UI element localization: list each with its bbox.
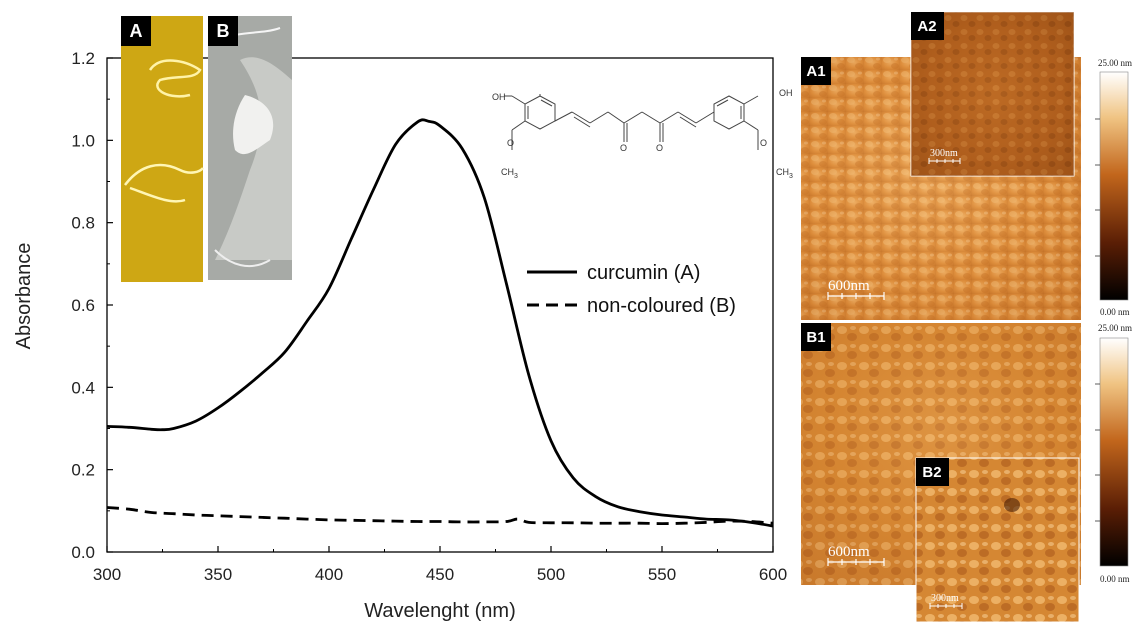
oh-left: OH bbox=[492, 92, 506, 102]
afm-a2-scalebar bbox=[928, 158, 961, 164]
afm-b2: B2 300nm bbox=[915, 457, 1080, 623]
o-keto-1: O bbox=[620, 143, 627, 153]
colorbar-top: 25.00 nm 0.00 nm bbox=[1095, 58, 1132, 317]
y-axis-ticks: 0.0 0.2 0.4 0.6 0.8 1.0 1.2 bbox=[71, 49, 113, 562]
ch3-left: CH3 bbox=[501, 167, 518, 180]
x-tick-label: 350 bbox=[204, 565, 232, 584]
y-axis-title: Absorbance bbox=[13, 243, 35, 350]
x-tick-label: 450 bbox=[426, 565, 454, 584]
structure-labels: OH O CH3 O O OH O CH3 bbox=[492, 88, 793, 180]
afm-a2-scale-label: 300nm bbox=[930, 148, 958, 159]
colorbar-bottom-max: 25.00 nm bbox=[1098, 323, 1132, 333]
afm-b1-label: B1 bbox=[806, 329, 825, 346]
colorbar-bottom-min: 0.00 nm bbox=[1100, 574, 1130, 584]
y-tick-label: 0.4 bbox=[71, 378, 95, 397]
afm-b2-label: B2 bbox=[922, 464, 941, 481]
o-right: O bbox=[760, 138, 767, 148]
y-tick-label: 1.0 bbox=[71, 131, 95, 150]
afm-a1-scalebar bbox=[827, 292, 885, 300]
photo-a: A bbox=[121, 16, 204, 282]
photo-a-label-bg bbox=[121, 16, 151, 46]
y-tick-label: 0.8 bbox=[71, 214, 95, 233]
series-layer bbox=[106, 118, 774, 528]
colorbar-bottom-scale bbox=[1099, 337, 1129, 567]
legend-label-curcumin: curcumin (A) bbox=[587, 262, 700, 284]
oh-right: OH bbox=[779, 88, 793, 98]
afm-b2-scale-label: 300nm bbox=[931, 593, 959, 604]
colorbar-top-scale bbox=[1099, 71, 1129, 301]
series-line-curcumin bbox=[106, 118, 774, 528]
x-axis-title: Wavelenght (nm) bbox=[364, 600, 516, 622]
y-tick-label: 1.2 bbox=[71, 49, 95, 68]
o-left: O bbox=[507, 138, 514, 148]
x-tick-label: 500 bbox=[537, 565, 565, 584]
right-benzene-ring bbox=[713, 95, 745, 130]
y-tick-label: 0.0 bbox=[71, 543, 95, 562]
x-tick-label: 300 bbox=[93, 565, 121, 584]
legend-label-non-coloured: non-coloured (B) bbox=[587, 295, 736, 317]
o-keto-2: O bbox=[656, 143, 663, 153]
photo-b: B bbox=[208, 16, 292, 280]
colorbar-bottom: 25.00 nm 0.00 nm bbox=[1095, 323, 1132, 584]
colorbar-top-min: 0.00 nm bbox=[1100, 307, 1130, 317]
ch3-right: CH3 bbox=[776, 167, 793, 180]
x-tick-label: 400 bbox=[315, 565, 343, 584]
left-benzene-ring bbox=[524, 95, 556, 130]
photo-a-label: A bbox=[130, 21, 143, 41]
afm-b1-scale-label: 600nm bbox=[828, 544, 870, 560]
y-tick-label: 0.6 bbox=[71, 296, 95, 315]
afm-a1-scale-label: 600nm bbox=[828, 278, 870, 294]
afm-a2-label: A2 bbox=[917, 18, 936, 35]
legend: curcumin (A) non-coloured (B) bbox=[527, 262, 736, 317]
x-axis-ticks: 300 350 400 450 500 550 600 bbox=[93, 546, 787, 584]
colorbar-top-max: 25.00 nm bbox=[1098, 58, 1132, 68]
afm-a2: A2 300nm bbox=[910, 11, 1075, 177]
afm-b1-scalebar bbox=[827, 558, 885, 566]
x-tick-label: 550 bbox=[648, 565, 676, 584]
x-tick-label: 600 bbox=[759, 565, 787, 584]
y-tick-label: 0.2 bbox=[71, 461, 95, 480]
series-line-non-coloured bbox=[106, 506, 774, 525]
curcumin-structure bbox=[504, 94, 759, 150]
photo-b-label: B bbox=[217, 21, 230, 41]
afm-a1-label: A1 bbox=[806, 63, 825, 80]
afm-b2-scalebar bbox=[929, 603, 963, 609]
photo-b-label-bg bbox=[208, 16, 238, 46]
